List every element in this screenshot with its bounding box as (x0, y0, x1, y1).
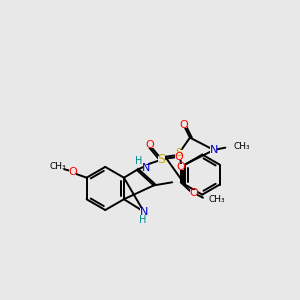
Text: S: S (176, 148, 183, 158)
FancyBboxPatch shape (158, 156, 165, 163)
Text: CH₃: CH₃ (50, 162, 66, 171)
Text: O: O (176, 162, 185, 172)
Text: S: S (158, 153, 166, 166)
Text: N: N (142, 164, 150, 173)
Text: N: N (210, 145, 218, 155)
FancyBboxPatch shape (69, 168, 76, 175)
FancyBboxPatch shape (146, 142, 153, 148)
Text: CH₃: CH₃ (233, 142, 250, 151)
FancyBboxPatch shape (210, 147, 217, 153)
FancyBboxPatch shape (175, 154, 182, 160)
FancyBboxPatch shape (140, 208, 147, 214)
FancyBboxPatch shape (142, 165, 149, 172)
FancyBboxPatch shape (177, 164, 184, 170)
Text: O: O (189, 188, 198, 198)
FancyBboxPatch shape (180, 122, 187, 128)
Text: N: N (140, 207, 148, 217)
Text: O: O (68, 167, 77, 176)
FancyBboxPatch shape (176, 150, 183, 156)
Text: H: H (139, 215, 146, 225)
FancyBboxPatch shape (190, 190, 197, 196)
Text: O: O (174, 152, 183, 162)
Text: O: O (146, 140, 154, 150)
Text: H: H (135, 156, 142, 166)
Text: O: O (179, 120, 188, 130)
Text: CH₃: CH₃ (208, 195, 225, 204)
